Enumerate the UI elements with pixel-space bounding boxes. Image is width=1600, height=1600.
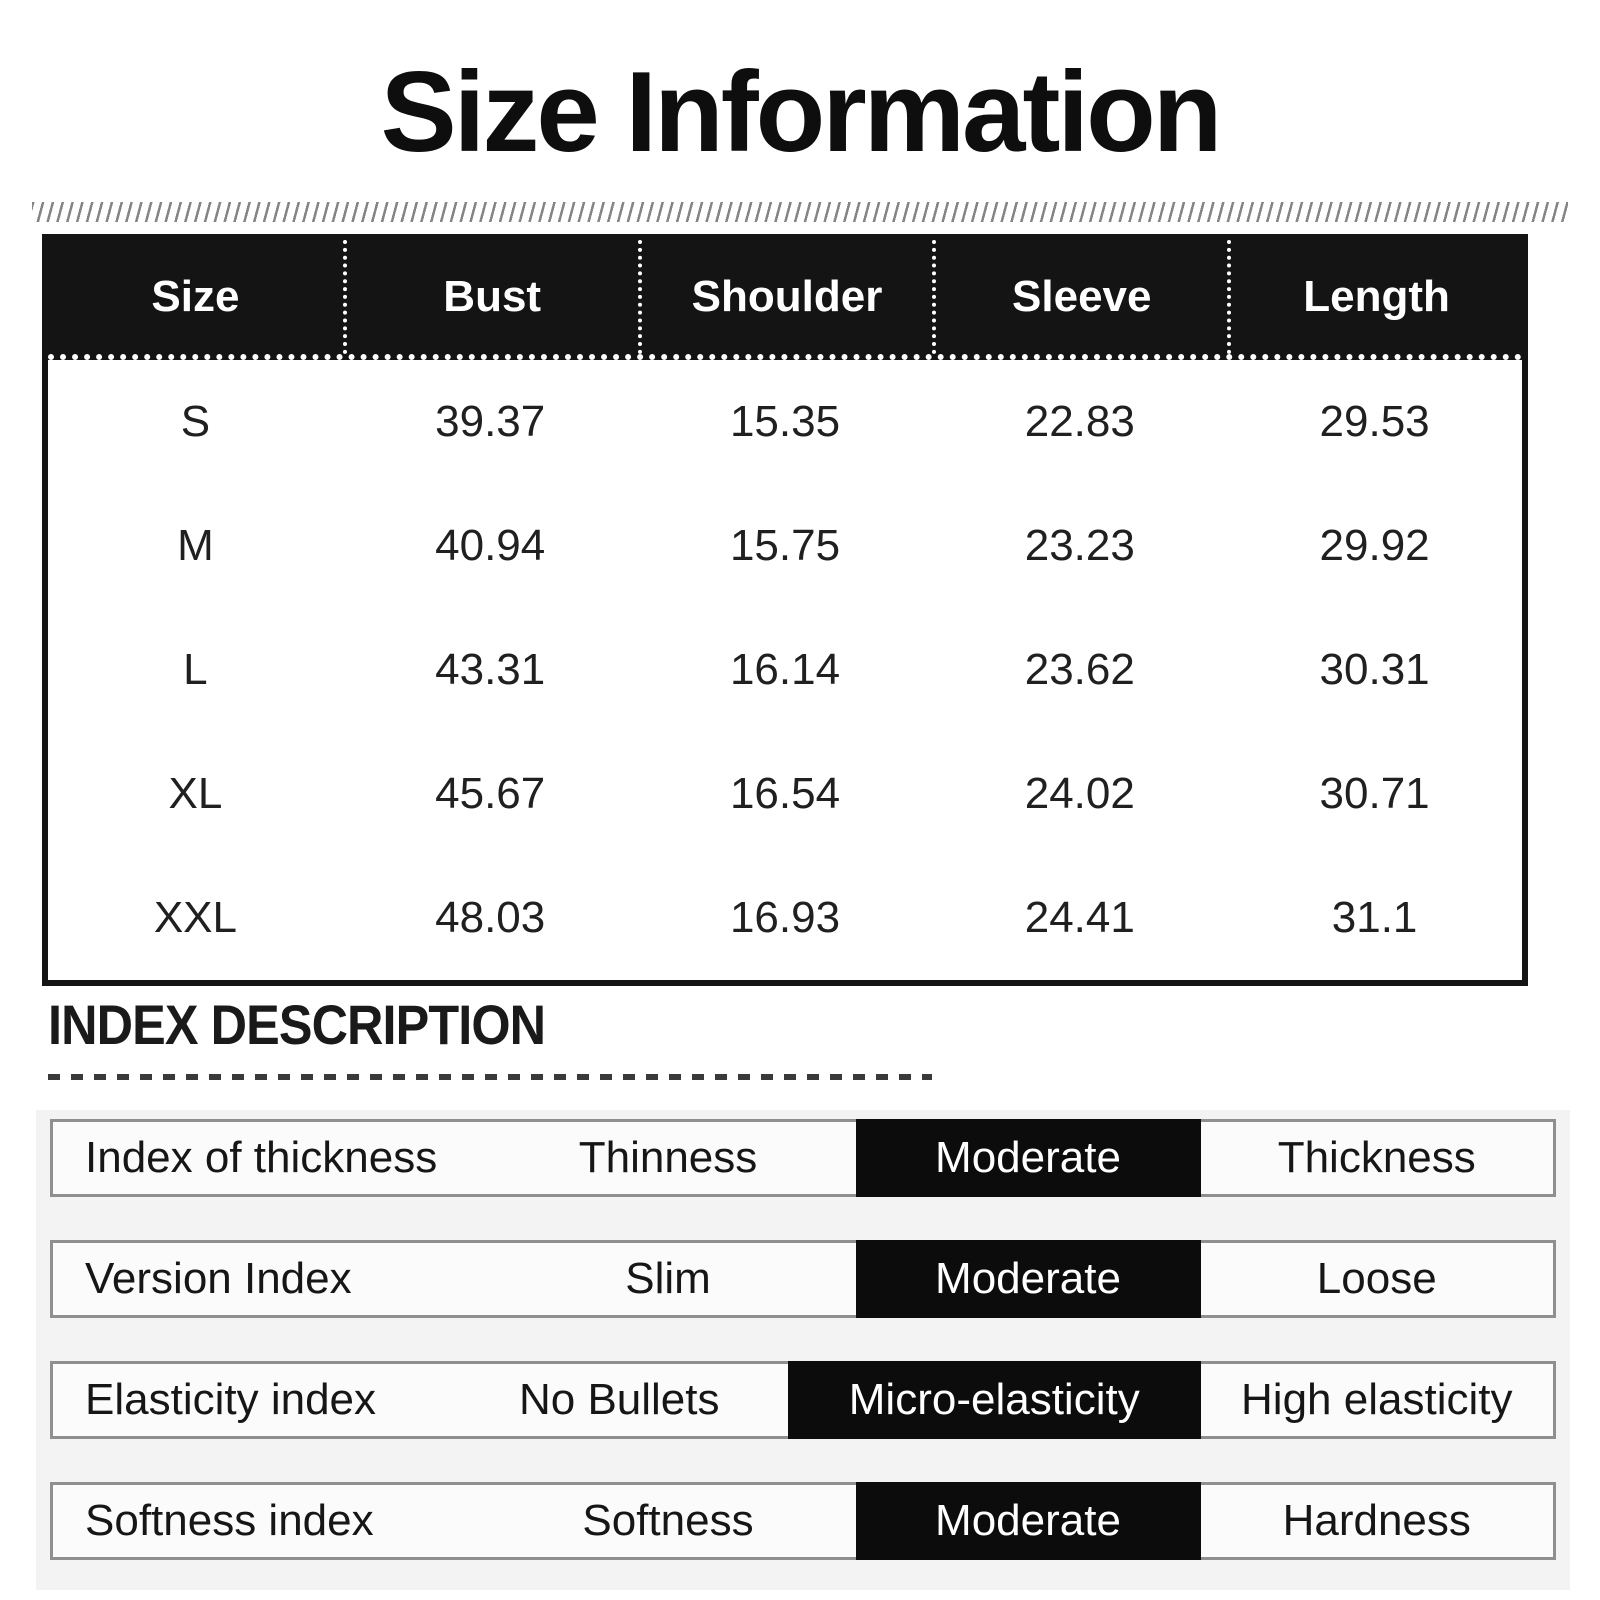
index-row-label: Elasticity index xyxy=(85,1374,377,1424)
measurement-cell: 30.31 xyxy=(1319,645,1430,694)
index-description-heading: INDEX DESCRIPTION xyxy=(48,993,546,1056)
column-header-size: Size xyxy=(151,272,240,321)
measurement-cell: 16.54 xyxy=(729,769,841,818)
measurement-cell: 43.31 xyxy=(435,645,546,694)
option-cell: Thinness xyxy=(578,1132,758,1182)
column-header-length: Length xyxy=(1227,240,1522,354)
measurement-cell: 24.41 xyxy=(1024,893,1135,942)
hatch-divider xyxy=(32,202,1568,222)
size-table: Size Bust Shoulder Sleeve Length S 39.37 15.35… xyxy=(42,234,1528,986)
measurement-cell: 23.23 xyxy=(1024,521,1135,570)
size-table-row-xl: XL 45.67 16.54 24.02 30.71 xyxy=(48,732,1522,856)
size-table-header-row: Size Bust Shoulder Sleeve Length xyxy=(48,240,1522,360)
measurement-cell: 16.93 xyxy=(729,893,841,942)
size-table-body: S 39.37 15.35 22.83 29.53 M 40.94 15.75 23.23 29.… xyxy=(48,360,1522,980)
measurement-cell: 15.75 xyxy=(729,521,841,570)
size-label-cell: S xyxy=(180,397,211,446)
dashed-divider xyxy=(48,1073,932,1080)
selected-option-cell: Micro-elasticity xyxy=(788,1360,1201,1439)
measurement-cell: 48.03 xyxy=(435,893,546,942)
measurement-cell: 40.94 xyxy=(435,521,546,570)
size-label-cell: XXL xyxy=(153,893,237,942)
size-table-row-s: S 39.37 15.35 22.83 29.53 xyxy=(48,360,1522,484)
measurement-cell: 16.14 xyxy=(729,645,841,694)
option-cell: Slim xyxy=(625,1253,711,1303)
selected-option-cell: Moderate xyxy=(855,1481,1201,1560)
option-cell: No Bullets xyxy=(518,1374,720,1424)
option-cell: Hardness xyxy=(1282,1495,1471,1545)
option-cell: High elasticity xyxy=(1241,1374,1513,1424)
size-label-cell: M xyxy=(177,521,214,570)
index-row-label: Index of thickness xyxy=(85,1132,438,1182)
page-title: Size Information xyxy=(380,49,1223,176)
measurement-cell: 23.62 xyxy=(1024,645,1135,694)
selected-option-cell: Moderate xyxy=(855,1239,1201,1318)
index-row-label: Softness index xyxy=(85,1495,374,1545)
size-information-page: Size Information Size Bust Shoulder Sleeve L… xyxy=(0,56,1600,1600)
column-header-shoulder: Shoulder xyxy=(637,240,933,354)
measurement-cell: 24.02 xyxy=(1024,769,1135,818)
index-row: Elasticity index No Bullets Micro-elastici… xyxy=(50,1360,1556,1439)
index-description-section: Index of thickness Thinness Moderate Thickn… xyxy=(36,1109,1570,1590)
measurement-cell: 39.37 xyxy=(435,397,546,446)
option-cell: Loose xyxy=(1316,1253,1437,1303)
index-row: Softness index Softness Moderate Hardness xyxy=(50,1481,1556,1560)
measurement-cell: 22.83 xyxy=(1024,397,1135,446)
column-header-bust: Bust xyxy=(342,240,638,354)
measurement-cell: 31.1 xyxy=(1331,893,1418,942)
index-row: Index of thickness Thinness Moderate Thickn… xyxy=(50,1118,1556,1197)
measurement-cell: 29.53 xyxy=(1319,397,1430,446)
column-header-sleeve: Sleeve xyxy=(932,240,1227,354)
size-label-cell: L xyxy=(183,645,208,694)
measurement-cell: 30.71 xyxy=(1319,769,1430,818)
measurement-cell: 29.92 xyxy=(1319,521,1430,570)
option-cell: Softness xyxy=(582,1495,754,1545)
size-table-row-m: M 40.94 15.75 23.23 29.92 xyxy=(48,484,1522,608)
measurement-cell: 45.67 xyxy=(435,769,546,818)
size-label-cell: XL xyxy=(168,769,223,818)
option-cell: Thickness xyxy=(1277,1132,1476,1182)
selected-option-cell: Moderate xyxy=(855,1118,1201,1197)
size-table-row-xxl: XXL 48.03 16.93 24.41 31.1 xyxy=(48,856,1522,980)
index-row: Version Index Slim Moderate Loose xyxy=(50,1239,1556,1318)
index-row-label: Version Index xyxy=(85,1253,352,1303)
measurement-cell: 15.35 xyxy=(729,397,841,446)
size-table-row-l: L 43.31 16.14 23.62 30.31 xyxy=(48,608,1522,732)
